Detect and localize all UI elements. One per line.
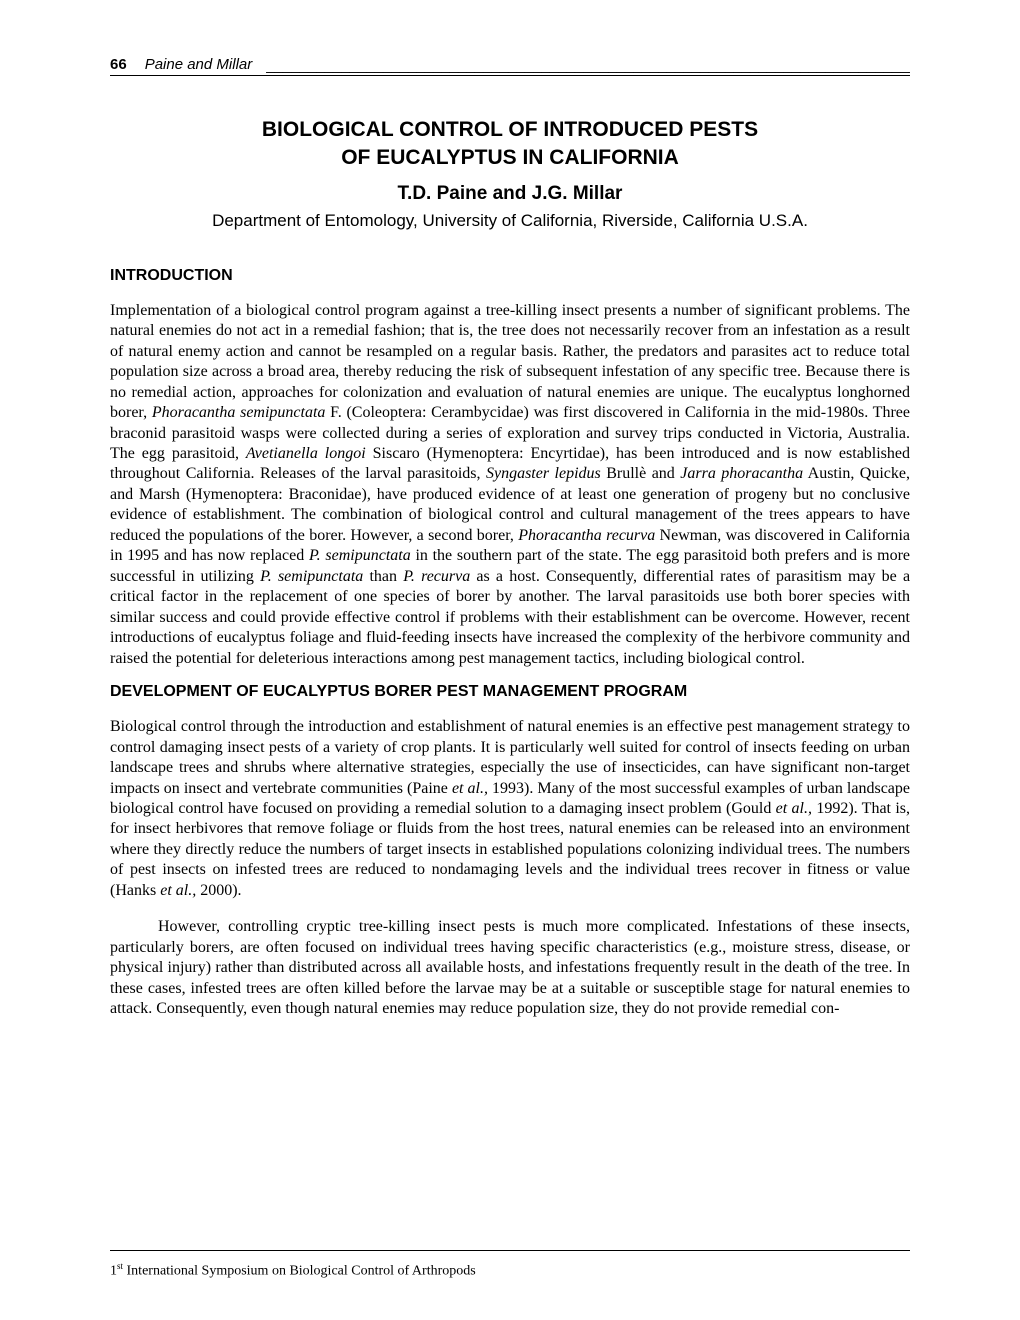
species-name: Phoracantha semipunctata	[152, 404, 326, 421]
dev-paragraph-2: However, controlling cryptic tree-killin…	[110, 917, 910, 1019]
authors-line: T.D. Paine and J.G. Millar	[110, 183, 910, 205]
section-heading-development: DEVELOPMENT OF EUCALYPTUS BORER PEST MAN…	[110, 683, 910, 701]
species-name: Syngaster lepidus	[486, 465, 601, 482]
header-rule-fill: ________________________________________…	[266, 57, 910, 74]
species-name: P. semipunctata	[309, 547, 411, 564]
running-header-authors: Paine and Millar	[145, 56, 253, 73]
species-name: P. semipunctata	[260, 568, 363, 585]
page-number: 66	[110, 56, 127, 73]
species-name: P. recurva	[403, 568, 470, 585]
title-line-2: OF EUCALYPTUS IN CALIFORNIA	[341, 146, 679, 169]
title-line-1: BIOLOGICAL CONTROL OF INTRODUCED PESTS	[262, 118, 758, 141]
running-header-row: 66 Paine and Millar ____________________…	[110, 56, 910, 76]
text-run: than	[363, 568, 403, 585]
footer-prefix: 1	[110, 1264, 117, 1279]
text-run: Brullè and	[601, 465, 681, 482]
footer-suffix: International Symposium on Biological Co…	[123, 1264, 476, 1279]
citation-etal: et al.,	[160, 882, 196, 899]
citation-etal: et al.,	[452, 780, 488, 797]
citation-etal: et al.,	[776, 800, 812, 817]
paper-title: BIOLOGICAL CONTROL OF INTRODUCED PESTS O…	[110, 116, 910, 173]
page-container: 66 Paine and Millar ____________________…	[0, 0, 1020, 1074]
dev-paragraph-1: Biological control through the introduct…	[110, 717, 910, 901]
section-heading-introduction: INTRODUCTION	[110, 267, 910, 285]
affiliation-line: Department of Entomology, University of …	[110, 211, 910, 231]
species-name: Jarra phoracantha	[680, 465, 803, 482]
page-footer: 1st International Symposium on Biologica…	[110, 1250, 910, 1280]
intro-paragraph-1: Implementation of a biological control p…	[110, 301, 910, 669]
species-name: Avetianella longoi	[246, 445, 366, 462]
text-run: 2000).	[196, 882, 241, 899]
species-name: Phoracantha recurva	[518, 527, 655, 544]
